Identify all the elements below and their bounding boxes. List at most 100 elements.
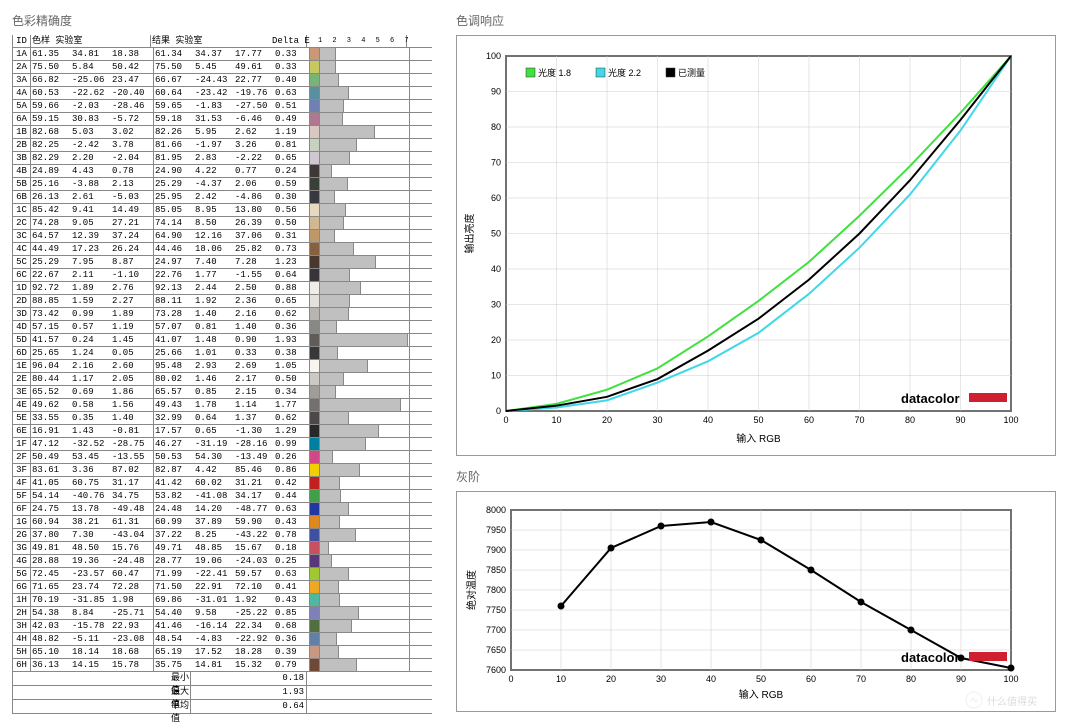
table-row: 6C 22.67 2.11-1.10 22.76 1.77-1.55 0.64 <box>13 269 432 282</box>
table-row: 1E 96.04 2.16 2.60 95.48 2.93 2.69 1.05 <box>13 360 432 373</box>
table-row: 1F 47.12-32.52-28.75 46.27-31.19-28.16 0… <box>13 438 432 451</box>
svg-text:20: 20 <box>491 335 501 345</box>
svg-text:100: 100 <box>1003 674 1018 684</box>
svg-text:10: 10 <box>551 415 561 425</box>
gray-chart: 0102030405060708090100760076507700775078… <box>461 502 1021 702</box>
svg-text:7900: 7900 <box>486 545 506 555</box>
tone-title: 色调响应 <box>456 12 1056 29</box>
svg-text:输入 RGB: 输入 RGB <box>739 688 784 701</box>
svg-text:60: 60 <box>806 674 816 684</box>
svg-text:7800: 7800 <box>486 585 506 595</box>
table-row: 2E 80.44 1.17 2.05 80.02 1.46 2.17 0.50 <box>13 373 432 386</box>
svg-text:30: 30 <box>491 300 501 310</box>
svg-text:0: 0 <box>503 415 508 425</box>
svg-text:70: 70 <box>856 674 866 684</box>
table-row: 1B 82.68 5.03 3.02 82.26 5.95 2.62 1.19 <box>13 126 432 139</box>
table-row: 5H 65.10 18.14 18.68 65.19 17.52 18.28 0… <box>13 646 432 659</box>
svg-text:80: 80 <box>491 122 501 132</box>
gray-title: 灰阶 <box>456 468 1056 485</box>
table-row: 2A 75.50 5.84 50.42 75.50 5.45 49.61 0.3… <box>13 61 432 74</box>
svg-text:7950: 7950 <box>486 525 506 535</box>
table-row: 3H 42.03-15.78 22.93 41.46-16.14 22.34 0… <box>13 620 432 633</box>
svg-text:10: 10 <box>556 674 566 684</box>
table-row: 6H 36.13 14.15 15.78 35.75 14.81 15.32 0… <box>13 659 432 672</box>
table-row: 2G 37.80 7.30-43.04 37.22 8.25-43.22 0.7… <box>13 529 432 542</box>
svg-text:7650: 7650 <box>486 645 506 655</box>
table-row: 6D 25.65 1.24 0.05 25.66 1.01 0.33 0.38 <box>13 347 432 360</box>
svg-text:datacolor: datacolor <box>901 391 960 406</box>
table-row: 6B 26.13 2.61-5.03 25.95 2.42-4.86 0.30 <box>13 191 432 204</box>
svg-text:10: 10 <box>491 371 501 381</box>
svg-text:100: 100 <box>1003 415 1018 425</box>
table-row: 3C 64.57 12.39 37.24 64.90 12.16 37.06 0… <box>13 230 432 243</box>
table-row: 1H 70.19-31.85 1.98 69.86-31.01 1.92 0.4… <box>13 594 432 607</box>
table-row: 3E 65.52 0.69 1.86 65.57 0.85 2.15 0.34 <box>13 386 432 399</box>
table-row: 6E 16.91 1.43-0.81 17.57 0.65-1.30 1.29 <box>13 425 432 438</box>
svg-text:80: 80 <box>905 415 915 425</box>
svg-text:7850: 7850 <box>486 565 506 575</box>
svg-text:50: 50 <box>491 229 501 239</box>
svg-text:datacolor: datacolor <box>901 650 960 665</box>
svg-text:8000: 8000 <box>486 505 506 515</box>
svg-text:已测量: 已测量 <box>678 68 705 78</box>
svg-text:90: 90 <box>491 87 501 97</box>
table-row: 2F 50.49 53.45-13.55 50.53 54.30-13.49 0… <box>13 451 432 464</box>
table-row: 3B 82.29 2.20-2.04 81.95 2.83-2.22 0.65 <box>13 152 432 165</box>
svg-text:70: 70 <box>491 158 501 168</box>
table-row: 4H 48.82-5.11-23.08 48.54-4.83-22.92 0.3… <box>13 633 432 646</box>
table-row: 5B 25.16-3.88 2.13 25.29-4.37 2.06 0.59 <box>13 178 432 191</box>
table-row: 2C 74.28 9.05 27.21 74.14 8.50 26.39 0.5… <box>13 217 432 230</box>
table-row: 4C 44.49 17.23 26.24 44.46 18.06 25.82 0… <box>13 243 432 256</box>
tone-chart: 0 10 20 30 40 50 60 70 80 90 100 0 10 20 30 40 50 60 70 80 9… <box>461 46 1021 446</box>
svg-text:50: 50 <box>753 415 763 425</box>
table-row: 4D 57.15 0.57 1.19 57.07 0.81 1.40 0.36 <box>13 321 432 334</box>
table-row: 5D 41.57 0.24 1.45 41.07 1.48 0.90 1.93 <box>13 334 432 347</box>
table-row: 5C 25.29 7.95 8.87 24.97 7.40 7.28 1.23 <box>13 256 432 269</box>
table-row: 3A 66.82-25.06 23.47 66.67-24.43 22.77 0… <box>13 74 432 87</box>
table-row: 4G 28.88 19.36-24.48 28.77 19.06-24.03 0… <box>13 555 432 568</box>
table-row: 3F 83.61 3.36 87.02 82.87 4.42 85.46 0.8… <box>13 464 432 477</box>
svg-text:30: 30 <box>656 674 666 684</box>
svg-text:输入 RGB: 输入 RGB <box>736 432 781 445</box>
svg-text:40: 40 <box>491 264 501 274</box>
table-row: 6A 59.15 30.83-5.72 59.18 31.53-6.46 0.4… <box>13 113 432 126</box>
table-row: 5E 33.55 0.35 1.40 32.99 0.64 1.37 0.62 <box>13 412 432 425</box>
table-row: 2D 88.85 1.59 2.27 88.11 1.92 2.36 0.65 <box>13 295 432 308</box>
svg-text:100: 100 <box>486 51 501 61</box>
table-row: 4A 60.53-22.62-20.40 60.64-23.42-19.76 0… <box>13 87 432 100</box>
svg-text:绝对温度: 绝对温度 <box>465 570 478 610</box>
svg-text:0: 0 <box>496 406 501 416</box>
svg-text:60: 60 <box>491 193 501 203</box>
table-row: 1G 60.94 38.21 61.31 60.99 37.89 59.90 0… <box>13 516 432 529</box>
svg-text:光度 2.2: 光度 2.2 <box>608 67 641 78</box>
table-row: 3G 49.81 48.50 15.76 49.71 48.85 15.67 0… <box>13 542 432 555</box>
svg-text:70: 70 <box>854 415 864 425</box>
tone-panel: 0 10 20 30 40 50 60 70 80 90 100 0 10 20 30 40 50 60 70 80 9… <box>456 35 1056 456</box>
svg-text:0: 0 <box>508 674 513 684</box>
svg-text:40: 40 <box>706 674 716 684</box>
table-row: 1D 92.72 1.89 2.76 92.13 2.44 2.50 0.88 <box>13 282 432 295</box>
accuracy-table: ID 色样 实验室 结果 实验室 Delta E 1 2 3 4 5 6 7 1… <box>12 35 432 714</box>
table-row: 5G 72.45-23.57 60.47 71.99-22.41 59.57 0… <box>13 568 432 581</box>
svg-text:90: 90 <box>956 674 966 684</box>
table-row: 6F 24.75 13.78-49.48 24.48 14.20-48.77 0… <box>13 503 432 516</box>
svg-text:50: 50 <box>756 674 766 684</box>
svg-text:7600: 7600 <box>486 665 506 675</box>
svg-text:60: 60 <box>804 415 814 425</box>
svg-text:40: 40 <box>703 415 713 425</box>
svg-text:30: 30 <box>652 415 662 425</box>
table-row: 3D 73.42 0.99 1.89 73.28 1.40 2.16 0.62 <box>13 308 432 321</box>
svg-text:90: 90 <box>955 415 965 425</box>
svg-text:80: 80 <box>906 674 916 684</box>
table-row: 5A 59.66-2.03-28.46 59.65-1.83-27.50 0.5… <box>13 100 432 113</box>
table-row: 4B 24.89 4.43 0.78 24.90 4.22 0.77 0.24 <box>13 165 432 178</box>
gray-panel: 0102030405060708090100760076507700775078… <box>456 491 1056 712</box>
svg-text:20: 20 <box>602 415 612 425</box>
svg-text:光度 1.8: 光度 1.8 <box>538 67 571 78</box>
svg-text:7750: 7750 <box>486 605 506 615</box>
table-row: 4F 41.05 60.75 31.17 41.42 60.02 31.21 0… <box>13 477 432 490</box>
svg-text:7700: 7700 <box>486 625 506 635</box>
svg-text:输出亮度: 输出亮度 <box>463 214 476 254</box>
accuracy-title: 色彩精确度 <box>12 12 432 29</box>
table-row: 5F 54.14-40.76 34.75 53.82-41.08 34.17 0… <box>13 490 432 503</box>
